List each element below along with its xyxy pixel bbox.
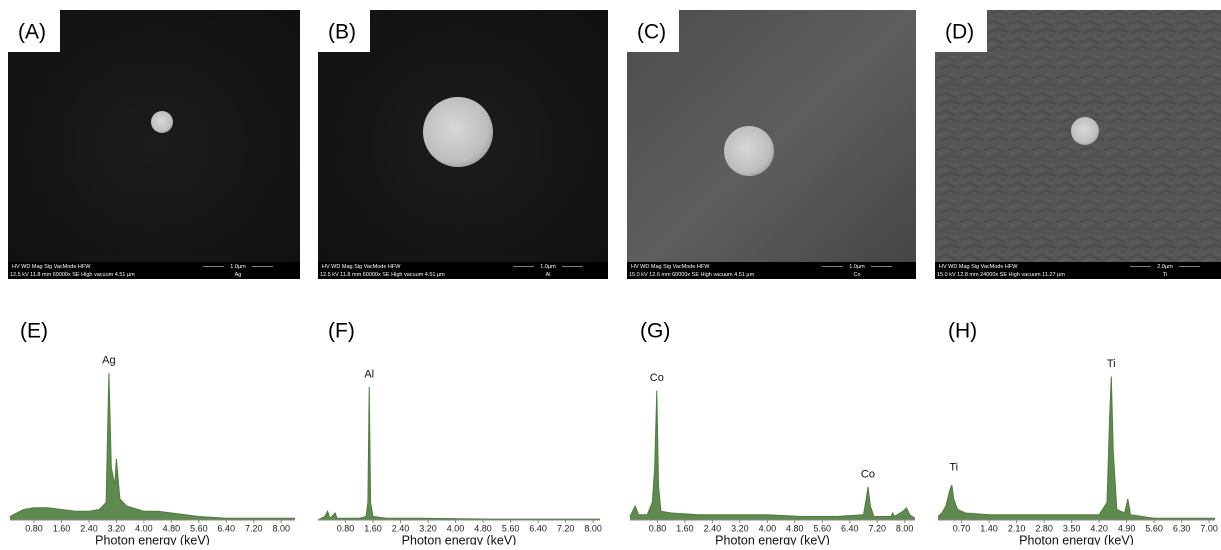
x-tick-label: 1.60 <box>364 523 382 533</box>
chart-title: (H) <box>948 320 977 343</box>
peak-label: Co <box>650 372 664 384</box>
x-tick-label: 4.00 <box>135 523 153 533</box>
sample-name: Co <box>853 272 860 278</box>
x-tick-label: 2.40 <box>80 523 98 533</box>
x-tick-label: 2.40 <box>392 523 410 533</box>
x-axis-label: Photon energy (keV) <box>95 533 210 545</box>
x-tick-label: 7.20 <box>557 523 575 533</box>
sem-image <box>8 10 300 279</box>
particle <box>151 111 173 133</box>
sample-name: Ag <box>235 272 242 278</box>
x-tick-label: 3.20 <box>108 523 126 533</box>
x-tick-label: 2.10 <box>1008 523 1026 533</box>
scale-bg <box>843 263 871 270</box>
x-tick-label: 3.20 <box>731 523 749 533</box>
peak-label: Co <box>861 468 875 480</box>
x-tick-label: 2.80 <box>1035 523 1053 533</box>
x-axis-label: Photon energy (keV) <box>715 533 830 545</box>
x-tick-label: 4.80 <box>474 523 492 533</box>
scale-text: 1.0µm <box>849 264 865 270</box>
x-tick-label: 5.60 <box>814 523 832 533</box>
x-tick-label: 4.80 <box>163 523 181 533</box>
panel-label: (C) <box>637 21 666 44</box>
scale-bg <box>534 263 562 270</box>
x-tick-label: 4.90 <box>1118 523 1136 533</box>
x-axis-label: Photon energy (keV) <box>1019 533 1134 545</box>
spectrum-line <box>9 372 295 519</box>
info-values: 12.5 kV 11.8 mm 60000x SE High vacuum 4.… <box>10 272 135 278</box>
x-tick-label: 2.40 <box>704 523 722 533</box>
x-tick-label: 8.00 <box>272 523 290 533</box>
x-tick-label: 1.40 <box>980 523 998 533</box>
x-tick-label: 3.50 <box>1063 523 1081 533</box>
peak-label: Al <box>364 369 374 381</box>
chart-title: (F) <box>328 320 355 343</box>
info-header: HV WD Mag Sig VacMode HFW <box>939 264 1018 270</box>
sample-name: Al <box>546 272 551 278</box>
spectrum-line <box>937 376 1215 519</box>
x-tick-label: 7.20 <box>245 523 263 533</box>
spectrum-fill <box>10 373 295 520</box>
x-tick-label: 5.60 <box>190 523 208 533</box>
scale-text: 1.0µm <box>540 264 556 270</box>
info-header: HV WD Mag Sig VacMode HFW <box>322 264 401 270</box>
scale-bg <box>224 263 252 270</box>
label-box <box>8 10 60 52</box>
info-values: 15.0 kV 12.8 mm 24000x SE High vacuum 11… <box>937 272 1065 278</box>
particle <box>1071 117 1099 145</box>
x-tick-label: 6.40 <box>218 523 236 533</box>
sample-name: Ti <box>1163 272 1167 278</box>
x-tick-label: 6.40 <box>529 523 547 533</box>
x-tick-label: 6.30 <box>1173 523 1191 533</box>
spectrum-fill <box>630 390 915 520</box>
x-tick-label: 4.00 <box>447 523 465 533</box>
x-tick-label: 0.70 <box>953 523 971 533</box>
peak-label: Ti <box>949 461 958 473</box>
peak-label: Ti <box>1107 358 1116 370</box>
x-tick-label: 4.20 <box>1090 523 1108 533</box>
x-tick-label: 4.80 <box>786 523 804 533</box>
panel-label: (D) <box>945 21 974 44</box>
x-tick-label: 8.00 <box>896 523 914 533</box>
x-tick-label: 1.60 <box>676 523 694 533</box>
scale-text: 2.0µm <box>1157 264 1173 270</box>
chart-title: (G) <box>640 320 670 343</box>
spectrum-fill <box>938 376 1215 520</box>
sem-image <box>935 10 1221 279</box>
label-box <box>627 10 679 52</box>
x-tick-label: 0.80 <box>649 523 667 533</box>
x-tick-label: 1.60 <box>53 523 71 533</box>
scale-text: 1.0µm <box>230 264 246 270</box>
info-header: HV WD Mag Sig VacMode HFW <box>12 264 91 270</box>
particle <box>423 97 493 167</box>
x-tick-label: 5.60 <box>1145 523 1163 533</box>
label-box <box>318 10 370 52</box>
x-tick-label: 7.20 <box>868 523 886 533</box>
x-tick-label: 3.20 <box>419 523 437 533</box>
x-tick-label: 0.80 <box>25 523 43 533</box>
panel-label: (B) <box>328 21 356 44</box>
x-axis-label: Photon energy (keV) <box>402 533 517 545</box>
particle <box>724 126 774 176</box>
info-values: 12.5 kV 11.8 mm 60000x SE High vacuum 4.… <box>320 272 445 278</box>
panel-label: (A) <box>18 21 46 44</box>
peak-label: Ag <box>102 355 115 367</box>
x-tick-label: 7.00 <box>1200 523 1218 533</box>
spectrum-line <box>629 390 916 519</box>
x-tick-label: 4.00 <box>759 523 777 533</box>
x-tick-label: 6.40 <box>841 523 859 533</box>
chart-title: (E) <box>20 320 48 343</box>
spectrum-fill <box>318 387 600 520</box>
info-values: 15.0 kV 12.6 mm 60000x SE High vacuum 4.… <box>629 272 755 278</box>
spectrum-line <box>317 386 600 521</box>
x-tick-label: 8.00 <box>584 523 602 533</box>
x-tick-label: 5.60 <box>502 523 520 533</box>
info-header: HV WD Mag Sig VacMode HFW <box>631 264 710 270</box>
scale-bg <box>1151 263 1179 270</box>
x-tick-label: 0.80 <box>337 523 355 533</box>
label-box <box>935 10 987 52</box>
